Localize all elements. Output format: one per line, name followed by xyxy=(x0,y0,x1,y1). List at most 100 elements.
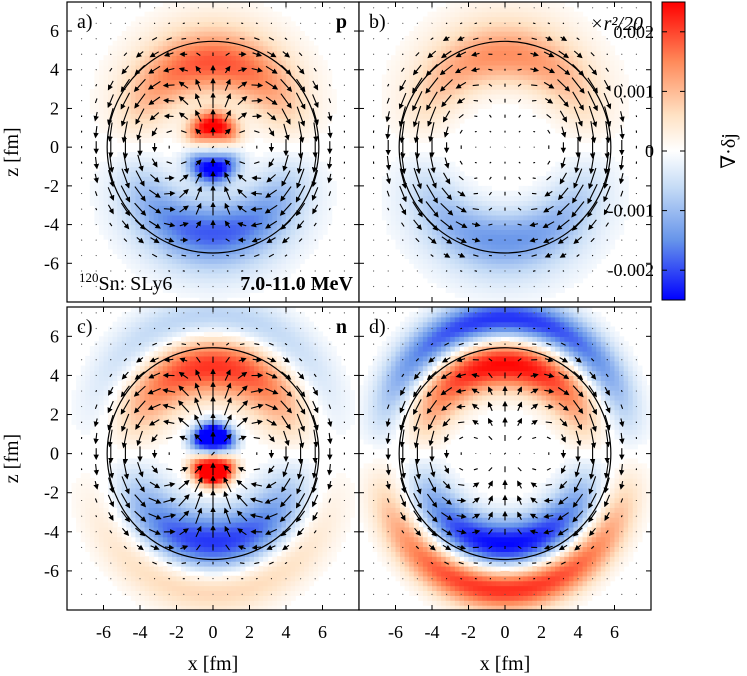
heatmap-cell xyxy=(176,21,182,27)
heatmap-cell xyxy=(495,210,502,216)
heatmap-cell xyxy=(381,176,387,182)
heatmap-cell xyxy=(190,171,196,177)
heatmap-cell xyxy=(390,127,397,134)
heatmap-cell xyxy=(505,239,511,245)
heatmap-cell xyxy=(208,253,214,260)
heatmap-cell xyxy=(176,239,182,245)
heatmap-cell xyxy=(541,243,547,250)
flow-arrow xyxy=(134,219,146,230)
heatmap-cell xyxy=(203,272,210,279)
heatmap-cell xyxy=(304,137,310,143)
heatmap-cell xyxy=(454,108,460,114)
heatmap-cell xyxy=(98,229,105,235)
heatmap-cell xyxy=(226,263,232,269)
heatmap-cell xyxy=(527,282,533,289)
heatmap-cell xyxy=(432,229,438,235)
heatmap-cell xyxy=(532,263,538,269)
heatmap-cell xyxy=(244,272,251,279)
heatmap-cell xyxy=(213,2,219,8)
flow-arrow xyxy=(123,52,128,57)
heatmap-cell xyxy=(235,181,241,187)
heatmap-cell xyxy=(505,287,511,293)
flow-dot xyxy=(314,270,316,272)
heatmap-cell xyxy=(190,166,196,172)
heatmap-cell xyxy=(559,93,565,100)
heatmap-a xyxy=(67,2,359,302)
heatmap-cell xyxy=(295,31,301,37)
heatmap-cell xyxy=(276,84,283,90)
heatmap-cell xyxy=(500,2,506,8)
panel-ticks xyxy=(67,2,359,302)
flow-arrow xyxy=(312,204,319,215)
heatmap-cell xyxy=(199,31,205,37)
heatmap-cell xyxy=(486,263,492,269)
heatmap-cell xyxy=(249,11,255,18)
heatmap-cell xyxy=(235,272,241,279)
flow-arrow xyxy=(163,67,175,73)
heatmap-cell xyxy=(217,6,223,13)
heatmap-cell xyxy=(258,224,264,231)
heatmap-cell xyxy=(491,258,497,264)
heatmap-cell xyxy=(395,93,401,100)
heatmap-cell xyxy=(222,60,228,66)
heatmap-cell xyxy=(308,74,314,81)
heatmap-cell xyxy=(395,229,401,235)
heatmap-cell xyxy=(167,127,173,134)
heatmap-cell xyxy=(518,2,524,8)
heatmap-cell xyxy=(459,171,465,177)
flow-dot xyxy=(95,22,97,24)
heatmap-cell xyxy=(194,234,200,240)
heatmap-cell xyxy=(550,118,556,124)
heatmap-cell xyxy=(203,69,210,76)
heatmap-cell xyxy=(518,64,524,71)
heatmap-cell xyxy=(281,137,287,143)
heatmap-cell xyxy=(144,239,150,245)
heatmap-cell xyxy=(167,103,173,110)
heatmap-cell xyxy=(144,16,150,22)
heatmap-cell xyxy=(144,64,150,71)
heatmap-cell xyxy=(208,16,214,22)
flow-arrow xyxy=(279,202,292,216)
heatmap-cell xyxy=(167,195,173,201)
heatmap-cell xyxy=(514,69,520,76)
heatmap-cell xyxy=(272,26,278,32)
heatmap-cell xyxy=(445,200,451,206)
heatmap-cell xyxy=(190,253,196,260)
heatmap-cell xyxy=(404,40,410,47)
heatmap-cell xyxy=(217,31,223,37)
heatmap-cell xyxy=(203,282,210,289)
heatmap-cell xyxy=(144,79,150,85)
heatmap-cell xyxy=(258,93,264,100)
heatmap-cell xyxy=(505,31,511,37)
heatmap-cell xyxy=(171,161,178,168)
heatmap-cell xyxy=(144,263,150,269)
heatmap-cell xyxy=(112,69,118,76)
heatmap-cell xyxy=(276,253,283,260)
heatmap-cell xyxy=(249,122,255,129)
flow-arrow xyxy=(211,145,215,149)
flow-arrow xyxy=(298,52,303,57)
heatmap-cell xyxy=(144,210,150,216)
heatmap-cell xyxy=(541,185,547,192)
heatmap-cell xyxy=(185,113,191,119)
heatmap-cell xyxy=(190,239,196,245)
flow-dot xyxy=(110,270,112,272)
nucleus-text: Sn: SLy6 xyxy=(99,273,173,295)
heatmap-cell xyxy=(281,113,287,119)
heatmap-cell xyxy=(427,108,433,114)
heatmap-cell xyxy=(413,243,419,250)
flow-arrow xyxy=(296,106,306,127)
heatmap-cell xyxy=(381,103,387,110)
heatmap-cell xyxy=(559,89,565,95)
heatmap-cell xyxy=(550,181,556,187)
flow-dot xyxy=(314,254,316,257)
heatmap-cell xyxy=(463,16,470,22)
heatmap-cell xyxy=(208,98,214,105)
heatmap-cell xyxy=(276,118,283,124)
heatmap-cell xyxy=(463,277,470,284)
heatmap-cell xyxy=(395,79,401,85)
heatmap-cell xyxy=(222,229,228,235)
heatmap-cell xyxy=(468,263,474,269)
flow-dot xyxy=(95,38,97,40)
heatmap-cell xyxy=(299,243,305,250)
